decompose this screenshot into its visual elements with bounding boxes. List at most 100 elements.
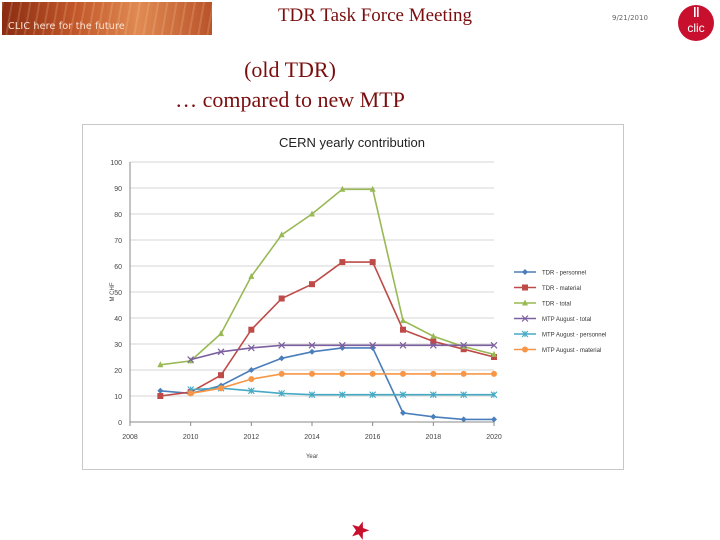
series-4-point-8	[429, 391, 437, 399]
legend-label-4: MTP August - personnel	[542, 333, 606, 339]
star-icon	[352, 521, 370, 540]
page-title: TDR Task Force Meeting	[277, 5, 473, 26]
series-3-point-1	[217, 348, 225, 356]
series-1-point-3	[248, 326, 255, 333]
series-3-point-8	[429, 341, 437, 349]
series-3-point-6	[369, 341, 377, 349]
y-tick-label-10: 10	[114, 394, 122, 401]
series-0-point-4	[278, 355, 285, 362]
series-2-point-0	[157, 361, 164, 368]
series-0-point-9	[430, 413, 437, 420]
series-0-point-0	[157, 387, 164, 394]
series-1-point-10	[460, 346, 467, 353]
subtitle-line-2: … compared to new MTP	[175, 87, 405, 112]
series-1-point-5	[309, 281, 315, 288]
x-axis-label: Year	[306, 454, 318, 460]
series-3-point-10	[490, 341, 498, 349]
y-tick-label-60: 60	[114, 264, 122, 271]
banner-text: CLIC here for the future	[8, 21, 125, 32]
logo-text: clic	[687, 21, 704, 35]
series-1-point-9	[430, 338, 437, 345]
series-5-point-10	[491, 370, 497, 377]
y-tick-label-50: 50	[114, 290, 122, 297]
chart-title: CERN yearly contribution	[279, 135, 425, 150]
x-tick-label-2020: 2020	[486, 434, 502, 441]
series-2-point-9	[430, 332, 437, 339]
legend-marker-4	[521, 330, 529, 338]
series-line-2	[160, 188, 495, 366]
subtitle-line-1: (old TDR)	[244, 57, 336, 82]
logo-bar-2	[697, 7, 699, 17]
x-tick-label-2018: 2018	[426, 434, 442, 441]
series-4-point-9	[460, 391, 468, 399]
series-4-point-4	[308, 391, 316, 399]
series-4-point-6	[369, 391, 377, 399]
legend-label-5: MTP August - material	[542, 348, 601, 354]
series-5-point-1	[218, 385, 224, 392]
series-1-point-7	[369, 259, 376, 266]
series-2-point-7	[369, 185, 376, 192]
series-1-point-0	[157, 393, 164, 399]
series-3-point-9	[460, 341, 468, 349]
series-3-point-4	[308, 341, 316, 349]
y-tick-label-40: 40	[114, 316, 122, 323]
legend-label-1: TDR - material	[542, 286, 581, 292]
series-2-point-8	[400, 317, 406, 324]
series-5-point-6	[369, 370, 376, 377]
series-1-point-6	[339, 259, 346, 266]
legend-label-2: TDR - total	[542, 302, 571, 308]
series-4-point-2	[247, 387, 255, 395]
series-line-0	[160, 347, 494, 421]
y-tick-label-30: 30	[114, 342, 122, 349]
legend-marker-2	[522, 299, 528, 306]
chart-container: CERN yearly contribution 0 10 20 30 40 50 60 70 8…	[82, 124, 624, 470]
logo-circle	[678, 5, 714, 41]
series-4-point-3	[278, 390, 286, 397]
series-5-point-0	[187, 390, 194, 397]
legend-marker-3	[521, 315, 529, 322]
series-0-point-8	[400, 409, 406, 416]
series-2-point-6	[339, 185, 346, 192]
legend-label-0: TDR - personnel	[542, 271, 586, 277]
series-2-point-3	[248, 272, 255, 279]
series-1-point-11	[491, 354, 497, 360]
y-axis-label: M CHF	[110, 282, 116, 301]
series-3-point-5	[338, 341, 346, 349]
chart-frame	[82, 124, 624, 470]
series-3-point-2	[247, 344, 255, 352]
y-tick-label-20: 20	[114, 368, 122, 375]
slide-date: 9/21/2010	[612, 14, 648, 22]
series-4-point-5	[338, 391, 346, 399]
series-5-point-7	[400, 370, 406, 377]
series-3-point-7	[399, 341, 407, 349]
series-5-point-9	[460, 370, 467, 377]
clic-banner: CLIC here for the future	[2, 2, 212, 35]
series-line-1	[160, 261, 495, 397]
y-tick-label-70: 70	[114, 238, 122, 245]
series-4-point-7	[399, 391, 407, 399]
cern-contribution-chart: CERN yearly contribution 0 10 20 30 40 50 60 70 8…	[82, 124, 624, 470]
series-2-point-4	[278, 231, 285, 238]
series-3-point-0	[187, 356, 195, 364]
x-tick-label-2010: 2010	[183, 434, 199, 441]
slide-subtitle: (old TDR) … compared to new MTP	[100, 55, 480, 115]
series-5-point-2	[248, 376, 255, 383]
banner-streak-decoration	[2, 2, 212, 35]
series-4-point-10	[490, 391, 498, 399]
series-1-point-2	[218, 372, 224, 379]
series-0-point-5	[309, 348, 315, 355]
x-tick-label-2008: 2008	[122, 434, 138, 441]
series-1-point-8	[400, 326, 406, 333]
y-tick-label-80: 80	[114, 212, 122, 219]
legend-marker-1	[522, 284, 528, 291]
x-tick-label-2014: 2014	[304, 434, 320, 441]
series-5-point-3	[278, 370, 285, 377]
series-5-point-5	[339, 370, 346, 377]
logo-bar-1	[694, 7, 696, 17]
legend-marker-0	[522, 269, 528, 275]
series-2-point-11	[491, 350, 497, 357]
series-2-point-2	[218, 330, 224, 337]
series-5-point-8	[430, 370, 437, 377]
x-tick-label-2012: 2012	[244, 434, 260, 441]
legend-label-3: MTP August - total	[542, 317, 591, 323]
